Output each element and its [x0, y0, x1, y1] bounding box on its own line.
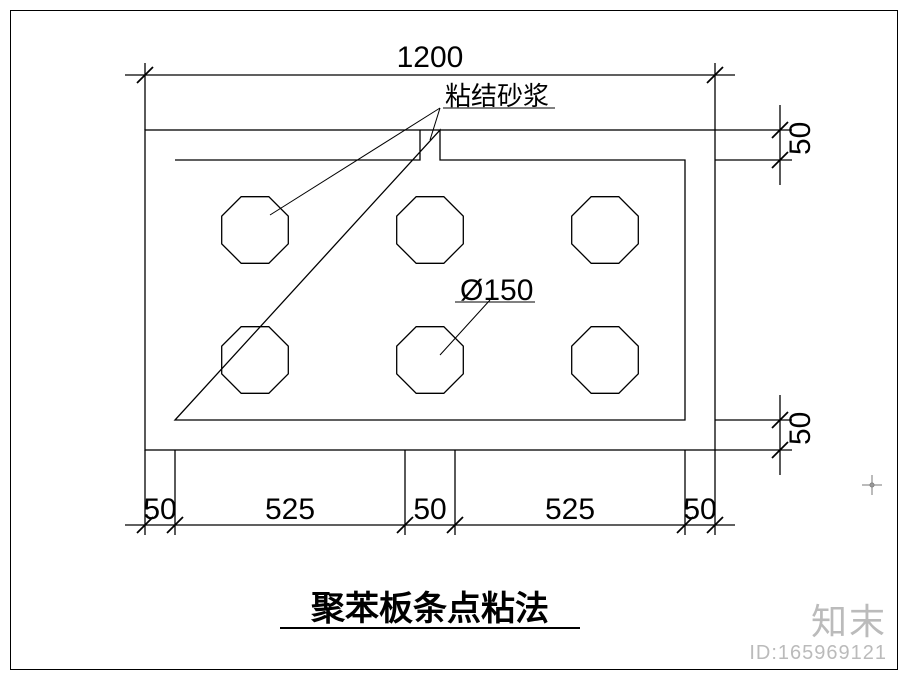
watermark-id: ID:165969121: [749, 642, 887, 664]
diagram-svg: 12005050505255052550粘结砂浆Ø150聚苯板条点粘法: [0, 0, 907, 679]
dim-bottom-50-700: 50: [683, 493, 716, 526]
dim-bottom-525-570: 525: [545, 493, 595, 526]
dim-right-50-top: 50: [784, 122, 817, 155]
watermark: 知末 ID:165969121: [749, 602, 887, 664]
dim-top-1200: 1200: [397, 41, 464, 74]
dim-bottom-525-290: 525: [265, 493, 315, 526]
annotation-binder-mortar: 粘结砂浆: [445, 82, 549, 111]
watermark-logo: 知末: [749, 602, 887, 642]
dim-bottom-50-160: 50: [143, 493, 176, 526]
drawing-title: 聚苯板条点粘法: [310, 590, 549, 628]
dim-right-50-bot: 50: [784, 412, 817, 445]
dim-bottom-50-430: 50: [413, 493, 446, 526]
